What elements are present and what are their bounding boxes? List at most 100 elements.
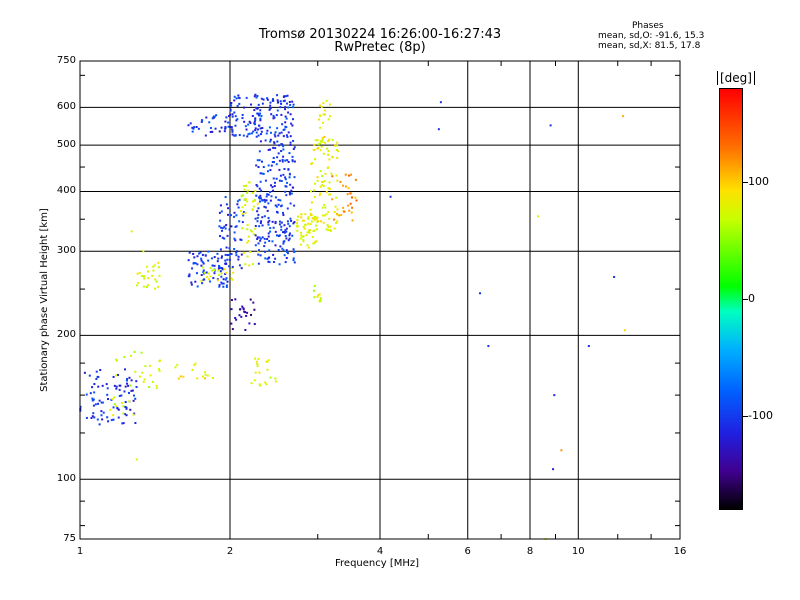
data-point xyxy=(276,156,279,159)
data-point xyxy=(256,220,259,223)
data-point xyxy=(177,377,180,380)
data-point xyxy=(389,195,392,198)
data-point xyxy=(284,229,287,232)
data-point xyxy=(280,205,283,208)
data-point xyxy=(276,99,279,102)
data-point xyxy=(355,199,358,202)
data-point xyxy=(90,416,93,419)
data-point xyxy=(291,124,294,127)
data-point xyxy=(255,183,258,186)
data-point xyxy=(287,222,290,225)
data-point xyxy=(221,267,224,270)
data-point xyxy=(125,407,128,410)
data-point xyxy=(248,132,251,135)
data-point xyxy=(257,207,260,210)
data-point xyxy=(324,206,327,209)
data-point xyxy=(272,189,275,192)
data-point xyxy=(200,259,203,262)
data-point xyxy=(137,281,140,284)
data-point xyxy=(271,160,274,163)
data-point xyxy=(277,152,280,155)
data-point xyxy=(224,259,227,262)
data-point xyxy=(325,228,328,231)
data-point xyxy=(285,185,288,188)
data-point xyxy=(269,101,272,104)
data-point xyxy=(235,214,238,217)
data-point xyxy=(129,408,132,411)
data-point xyxy=(134,370,137,373)
data-point xyxy=(250,132,253,135)
data-point xyxy=(322,113,325,116)
data-point xyxy=(319,297,322,300)
data-point xyxy=(210,257,213,260)
data-point xyxy=(246,228,249,231)
data-point xyxy=(111,398,114,401)
data-point xyxy=(290,122,293,125)
data-point xyxy=(231,278,234,281)
data-point xyxy=(133,394,136,397)
data-point xyxy=(124,401,127,404)
data-point xyxy=(228,115,231,118)
data-point xyxy=(125,406,128,409)
data-point xyxy=(228,228,231,231)
data-point xyxy=(283,167,286,170)
data-point xyxy=(212,277,215,280)
data-point xyxy=(256,210,259,213)
data-point xyxy=(319,298,322,301)
data-point xyxy=(244,204,247,207)
data-point xyxy=(236,250,239,253)
data-point xyxy=(218,225,221,228)
data-point xyxy=(281,123,284,126)
data-point xyxy=(333,218,336,221)
data-point xyxy=(321,175,324,178)
data-point xyxy=(274,204,277,207)
data-point xyxy=(231,328,234,331)
data-point xyxy=(254,127,257,130)
data-point xyxy=(288,172,291,175)
data-point xyxy=(157,261,160,264)
data-point xyxy=(552,468,555,471)
data-point xyxy=(331,198,334,201)
data-point xyxy=(278,179,281,182)
data-point xyxy=(130,230,133,233)
data-point xyxy=(272,146,275,149)
data-point xyxy=(243,120,246,123)
data-point xyxy=(190,283,193,286)
data-point xyxy=(261,216,264,219)
y-tick-label: 300 xyxy=(56,245,76,257)
data-point xyxy=(351,219,354,222)
data-point xyxy=(207,259,210,262)
y-tick-label: 400 xyxy=(56,185,76,197)
data-point xyxy=(273,181,276,184)
data-point xyxy=(274,377,277,380)
data-point xyxy=(223,237,226,240)
data-point xyxy=(211,130,214,133)
data-point xyxy=(236,118,239,121)
data-point xyxy=(219,266,222,269)
data-point xyxy=(115,374,118,377)
data-point xyxy=(235,119,238,122)
data-point xyxy=(319,126,322,129)
data-point xyxy=(218,284,221,287)
data-point xyxy=(272,114,275,117)
data-point xyxy=(285,134,288,137)
data-point xyxy=(266,170,269,173)
data-point xyxy=(144,365,147,368)
data-point xyxy=(319,192,322,195)
data-point xyxy=(439,101,442,104)
data-point xyxy=(256,107,259,110)
data-point xyxy=(201,282,204,285)
data-point xyxy=(267,164,270,167)
data-point xyxy=(241,117,244,120)
data-point xyxy=(290,192,293,195)
data-point xyxy=(257,249,260,252)
data-point xyxy=(278,132,281,135)
data-point xyxy=(291,155,294,158)
data-point xyxy=(95,370,98,373)
data-point xyxy=(292,248,295,251)
data-point xyxy=(121,422,124,425)
data-point xyxy=(212,116,215,119)
data-point xyxy=(219,235,222,238)
data-point xyxy=(319,142,322,145)
data-point xyxy=(257,166,260,169)
